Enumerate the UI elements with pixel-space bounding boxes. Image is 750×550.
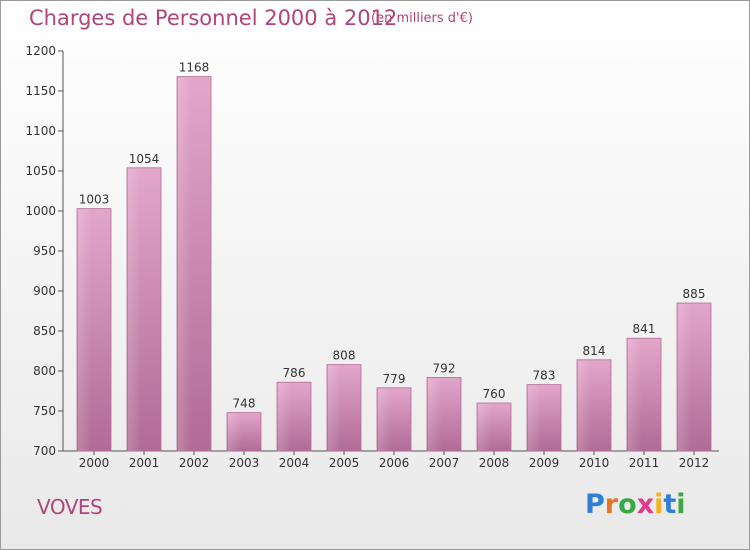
y-tick-label: 950 <box>33 244 56 258</box>
x-tick-label: 2002 <box>179 456 210 470</box>
bar-value-label: 783 <box>533 369 556 383</box>
bar-value-label: 779 <box>383 372 406 386</box>
x-tick-label: 2005 <box>329 456 360 470</box>
y-tick-label: 750 <box>33 404 56 418</box>
logo-letter: i <box>654 489 664 520</box>
bar-value-label: 841 <box>633 322 656 336</box>
x-tick-label: 2004 <box>279 456 310 470</box>
x-tick-label: 2010 <box>579 456 610 470</box>
y-tick-label: 1050 <box>25 164 56 178</box>
bar-highlight <box>228 413 242 451</box>
bar-value-label: 786 <box>283 366 306 380</box>
bar-value-label: 792 <box>433 361 456 375</box>
bar-value-label: 814 <box>583 344 606 358</box>
x-tick-label: 2001 <box>129 456 160 470</box>
bar-highlight <box>278 383 292 451</box>
proxiti-logo[interactable]: Proxiti <box>585 489 686 520</box>
logo-letter: o <box>618 489 637 520</box>
y-tick-label: 900 <box>33 284 56 298</box>
bar-highlight <box>178 77 192 451</box>
x-tick-label: 2007 <box>429 456 460 470</box>
x-tick-label: 2008 <box>479 456 510 470</box>
bar-highlight <box>78 209 92 451</box>
y-tick-label: 800 <box>33 364 56 378</box>
x-tick-label: 2006 <box>379 456 410 470</box>
bar-value-label: 760 <box>483 387 506 401</box>
bar-value-label: 1168 <box>179 61 210 75</box>
bar-value-label: 748 <box>233 397 256 411</box>
value-labels: 1003 1054 1168 748 786 808 779 792 760 783 814 841 8… <box>79 61 706 411</box>
y-tick-label: 1000 <box>25 204 56 218</box>
bar-highlight <box>528 385 542 451</box>
y-tick-label: 1200 <box>25 44 56 58</box>
x-tick-label: 2009 <box>529 456 560 470</box>
logo-letter: P <box>585 489 605 520</box>
bar-highlight <box>378 388 392 451</box>
logo-letter: i <box>676 489 686 520</box>
logo-letter: x <box>636 489 655 520</box>
logo-letter: r <box>604 489 619 520</box>
commune-name: VOVES <box>37 495 103 519</box>
y-tick-label: 700 <box>33 444 56 458</box>
bar-value-label: 885 <box>683 287 706 301</box>
bars <box>76 76 712 452</box>
bar-highlight <box>478 404 492 451</box>
bar-highlight <box>328 365 342 451</box>
bar-highlight <box>578 360 592 451</box>
bar-value-label: 1003 <box>79 193 110 207</box>
bar-highlight <box>678 304 692 451</box>
y-tick-label: 1150 <box>25 84 56 98</box>
bar-highlight <box>428 378 442 451</box>
bar-highlight <box>128 168 142 452</box>
x-tick-label: 2011 <box>629 456 660 470</box>
axes: 700 750 800 850 900 950 1000 1050 1100 1150 1200 20… <box>25 44 719 470</box>
unit-note: (en milliers d'€) <box>371 11 473 26</box>
bar-value-label: 808 <box>333 349 356 363</box>
y-tick-label: 850 <box>33 324 56 338</box>
bar-value-label: 1054 <box>129 152 160 166</box>
x-tick-label: 2000 <box>79 456 110 470</box>
y-tick-label: 1100 <box>25 124 56 138</box>
bar-highlight <box>628 339 642 451</box>
chart-title: Charges de Personnel 2000 à 2012 <box>29 6 398 30</box>
logo-letter: t <box>663 489 677 520</box>
x-tick-label: 2012 <box>679 456 710 470</box>
x-tick-label: 2003 <box>229 456 260 470</box>
